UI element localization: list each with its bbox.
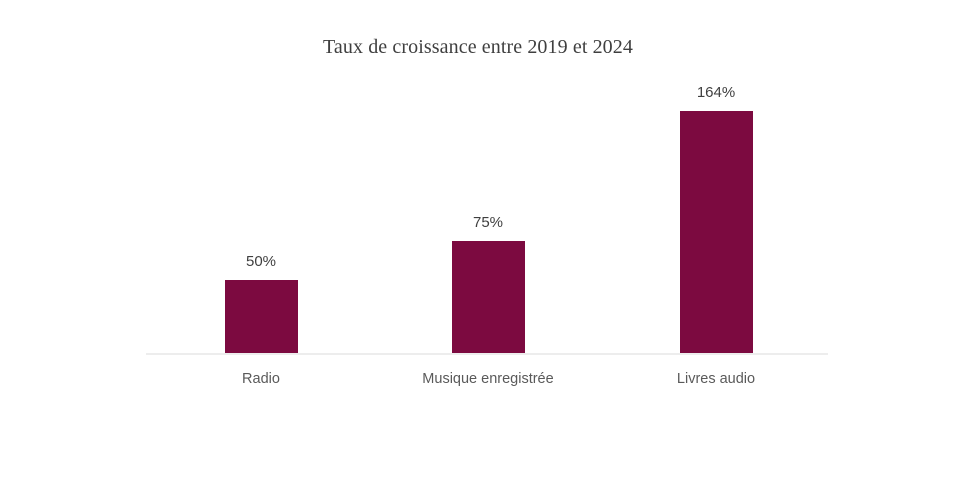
- category-label-radio: Radio: [242, 371, 280, 387]
- bar-radio[interactable]: [224, 280, 298, 353]
- category-label-musique-enregistree: Musique enregistrée: [422, 371, 554, 387]
- chart-title: Taux de croissance entre 2019 et 2024: [323, 36, 633, 58]
- bar-value-label: 75%: [472, 214, 504, 231]
- bar-livres-audio[interactable]: [679, 111, 753, 353]
- bar-value-label: 164%: [696, 84, 736, 101]
- bar-musique-enregistree[interactable]: [451, 241, 525, 353]
- bar-value-label: 50%: [245, 253, 277, 270]
- category-label-livres-audio: Livres audio: [676, 371, 756, 387]
- category-axis-line: [146, 353, 828, 355]
